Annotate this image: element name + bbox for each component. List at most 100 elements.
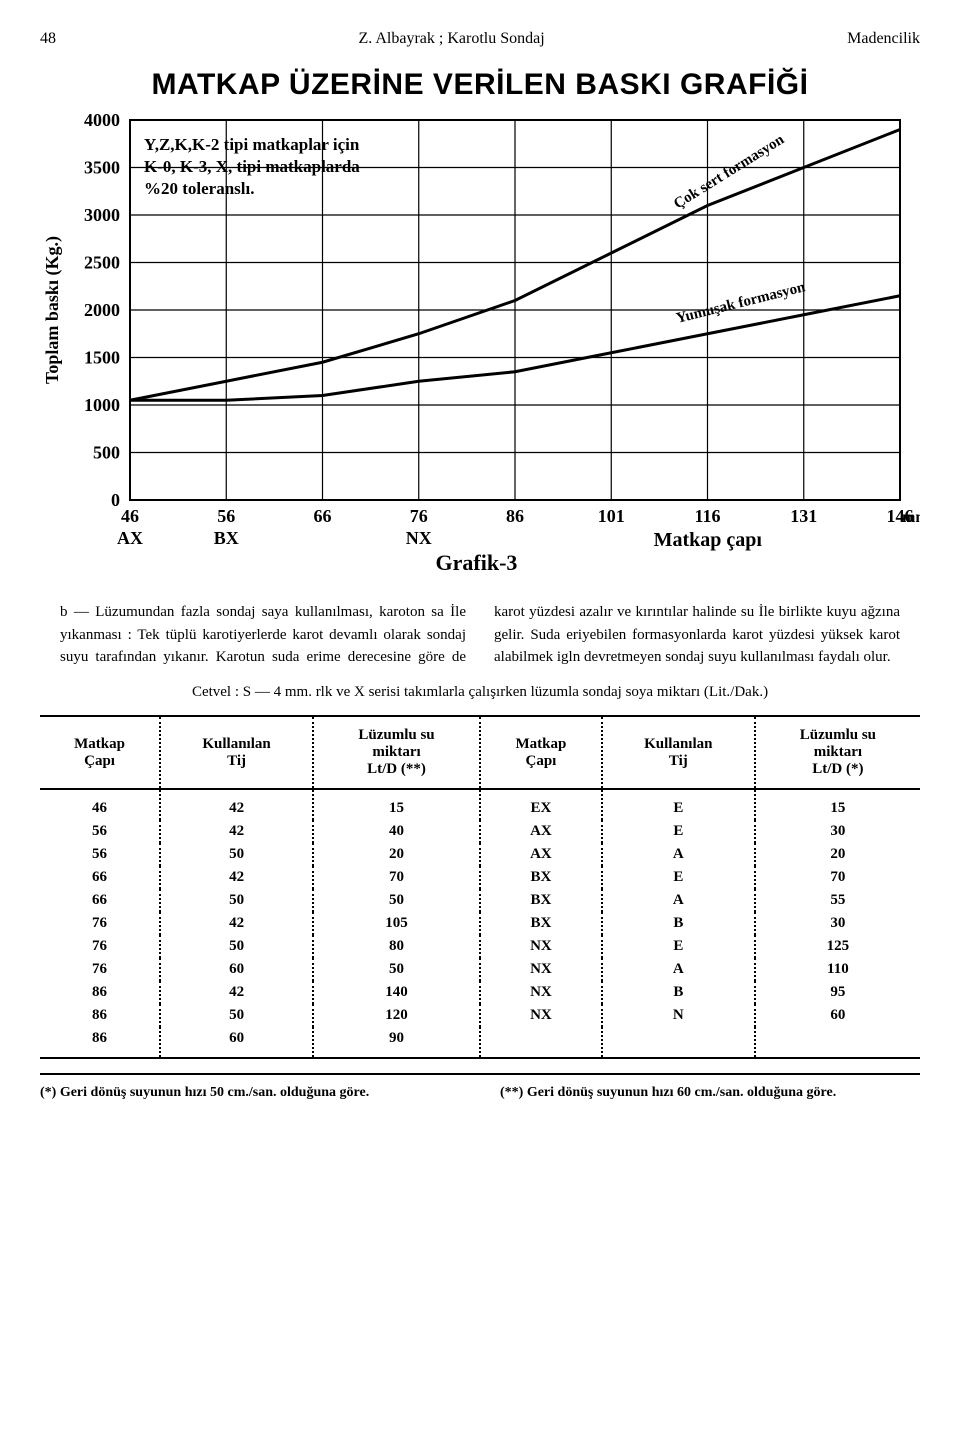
table-row: 766050NXA110 bbox=[40, 958, 920, 981]
svg-text:1500: 1500 bbox=[84, 348, 120, 368]
table-cell: NX bbox=[480, 958, 602, 981]
body-paragraph: b — Lüzumundan fazla sondaj saya kullanı… bbox=[60, 601, 900, 669]
svg-text:1000: 1000 bbox=[84, 395, 120, 415]
svg-text:2000: 2000 bbox=[84, 300, 120, 320]
svg-text:46: 46 bbox=[121, 506, 139, 526]
table-cell: 95 bbox=[755, 981, 920, 1004]
table-cell: 125 bbox=[755, 935, 920, 958]
table-cell: 80 bbox=[313, 935, 480, 958]
table-row: 8650120NXN60 bbox=[40, 1004, 920, 1027]
svg-text:131: 131 bbox=[790, 506, 817, 526]
table-header: MatkapÇapı bbox=[480, 716, 602, 789]
table-cell: NX bbox=[480, 981, 602, 1004]
table-cell: 20 bbox=[313, 843, 480, 866]
table-row: 866090 bbox=[40, 1027, 920, 1058]
table-cell: 105 bbox=[313, 912, 480, 935]
svg-text:101: 101 bbox=[598, 506, 625, 526]
table-cell: 70 bbox=[313, 866, 480, 889]
table-cell: E bbox=[602, 820, 755, 843]
table-cell: 50 bbox=[160, 1004, 313, 1027]
table-cell: 120 bbox=[313, 1004, 480, 1027]
svg-text:2500: 2500 bbox=[84, 253, 120, 273]
footnote-left: (*) Geri dönüş suyunun hızı 50 cm./san. … bbox=[40, 1085, 460, 1101]
table-cell: 15 bbox=[313, 789, 480, 820]
table-cell: 76 bbox=[40, 935, 160, 958]
table-cell: 66 bbox=[40, 889, 160, 912]
data-table: MatkapÇapıKullanılanTijLüzumlu sumiktarı… bbox=[40, 715, 920, 1059]
table-cell: 42 bbox=[160, 820, 313, 843]
chart-container: 0500100015002000250030003500400046AX56BX… bbox=[40, 110, 920, 595]
table-row: 564240AXE30 bbox=[40, 820, 920, 843]
table-cell: 56 bbox=[40, 843, 160, 866]
table-cell: 86 bbox=[40, 1004, 160, 1027]
table-cell: E bbox=[602, 935, 755, 958]
table-cell: 86 bbox=[40, 1027, 160, 1058]
table-cell: 50 bbox=[160, 843, 313, 866]
svg-text:Yumuşak formasyon: Yumuşak formasyon bbox=[675, 279, 808, 327]
table-cell: 70 bbox=[755, 866, 920, 889]
table-cell: 42 bbox=[160, 789, 313, 820]
table-cell: BX bbox=[480, 866, 602, 889]
svg-text:K-0, K-3, X, tipi matkaplarda: K-0, K-3, X, tipi matkaplarda bbox=[144, 157, 360, 176]
svg-text:0: 0 bbox=[111, 490, 120, 510]
chart-title: MATKAP ÜZERİNE VERİLEN BASKI GRAFİĞİ bbox=[40, 68, 920, 102]
table-header: KullanılanTij bbox=[160, 716, 313, 789]
svg-text:66: 66 bbox=[314, 506, 332, 526]
footnotes: (*) Geri dönüş suyunun hızı 50 cm./san. … bbox=[40, 1073, 920, 1101]
table-cell: A bbox=[602, 958, 755, 981]
svg-text:3000: 3000 bbox=[84, 205, 120, 225]
svg-text:Çok sert formasyon: Çok sert formasyon bbox=[671, 131, 787, 212]
table-cell: 40 bbox=[313, 820, 480, 843]
table-row: 464215EXE15 bbox=[40, 789, 920, 820]
table-cell: 50 bbox=[160, 889, 313, 912]
table-header: KullanılanTij bbox=[602, 716, 755, 789]
table-cell: 90 bbox=[313, 1027, 480, 1058]
table-header: MatkapÇapı bbox=[40, 716, 160, 789]
table-cell: A bbox=[602, 843, 755, 866]
table-cell: 60 bbox=[160, 958, 313, 981]
page-header: 48 Z. Albayrak ; Karotlu Sondaj Madencil… bbox=[40, 30, 920, 48]
svg-text:mm.: mm. bbox=[902, 509, 920, 526]
table-cell: 50 bbox=[313, 889, 480, 912]
table-cell: BX bbox=[480, 889, 602, 912]
svg-text:56: 56 bbox=[217, 506, 235, 526]
table-cell: AX bbox=[480, 820, 602, 843]
svg-text:3500: 3500 bbox=[84, 158, 120, 178]
table-cell bbox=[480, 1027, 602, 1058]
table-cell: 76 bbox=[40, 958, 160, 981]
table-row: 665050BXA55 bbox=[40, 889, 920, 912]
table-cell bbox=[755, 1027, 920, 1058]
header-right: Madencilik bbox=[847, 30, 920, 48]
table-cell bbox=[602, 1027, 755, 1058]
svg-text:116: 116 bbox=[694, 506, 720, 526]
table-cell: E bbox=[602, 866, 755, 889]
table-cell: AX bbox=[480, 843, 602, 866]
table-cell: NX bbox=[480, 1004, 602, 1027]
table-caption: Cetvel : S — 4 mm. rlk ve X serisi takım… bbox=[80, 681, 880, 704]
svg-text:500: 500 bbox=[93, 443, 120, 463]
table-cell: 56 bbox=[40, 820, 160, 843]
table-cell: E bbox=[602, 789, 755, 820]
table-cell: B bbox=[602, 912, 755, 935]
svg-text:AX: AX bbox=[117, 528, 143, 548]
table-cell: 15 bbox=[755, 789, 920, 820]
table-row: 7642105BXB30 bbox=[40, 912, 920, 935]
table-cell: NX bbox=[480, 935, 602, 958]
table-cell: 30 bbox=[755, 912, 920, 935]
svg-text:76: 76 bbox=[410, 506, 428, 526]
table-cell: EX bbox=[480, 789, 602, 820]
table-cell: 110 bbox=[755, 958, 920, 981]
page-number: 48 bbox=[40, 30, 56, 48]
table-cell: 20 bbox=[755, 843, 920, 866]
table-cell: 42 bbox=[160, 981, 313, 1004]
svg-text:4000: 4000 bbox=[84, 110, 120, 130]
table-cell: 66 bbox=[40, 866, 160, 889]
table-cell: 42 bbox=[160, 866, 313, 889]
chart-svg: 0500100015002000250030003500400046AX56BX… bbox=[40, 110, 920, 590]
svg-text:NX: NX bbox=[406, 528, 432, 548]
table-cell: 50 bbox=[160, 935, 313, 958]
table-header: Lüzumlu sumiktarıLt/D (*) bbox=[755, 716, 920, 789]
table-cell: 60 bbox=[160, 1027, 313, 1058]
table-cell: 140 bbox=[313, 981, 480, 1004]
table-cell: 42 bbox=[160, 912, 313, 935]
